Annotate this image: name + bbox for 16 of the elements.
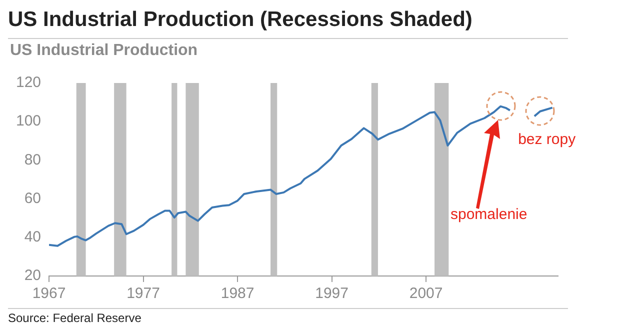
y-tick-label: 40 [24, 228, 42, 246]
x-tick-label: 1977 [126, 285, 160, 302]
x-tick-label: 1967 [32, 285, 66, 302]
annotation: spomalenie [450, 206, 528, 224]
y-tick-label: 60 [24, 190, 42, 207]
chart-title: US Industrial Production (Recessions Shaded) [8, 8, 472, 32]
y-tick-label: 20 [24, 267, 42, 284]
y-tick-label: 100 [16, 112, 42, 130]
source-note: Source: Federal Reserve [8, 308, 568, 325]
x-tick-label: 2007 [409, 285, 443, 302]
y-tick-label: 80 [24, 151, 42, 168]
x-tick-label: 1997 [315, 285, 348, 302]
chart-subtitle: US Industrial Production [10, 42, 198, 60]
annotation: bez ropy [518, 131, 576, 148]
y-tick-label: 120 [16, 74, 42, 92]
x-tick-label: 1987 [220, 285, 254, 302]
